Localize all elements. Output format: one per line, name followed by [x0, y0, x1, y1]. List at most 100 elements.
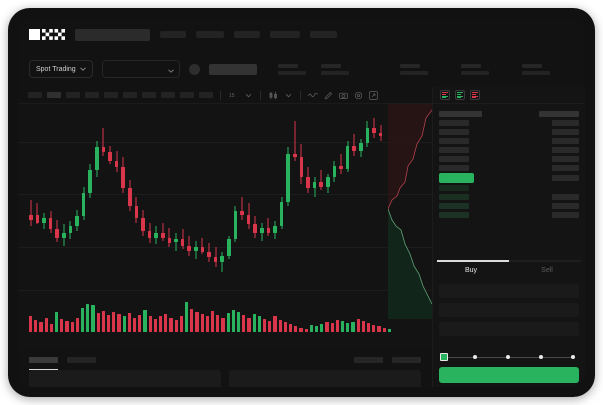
price-chart[interactable]	[18, 104, 432, 350]
candle	[299, 104, 304, 294]
volume-bar	[216, 315, 220, 332]
nav-item-3[interactable]	[234, 31, 260, 38]
stat-24h-high	[320, 63, 349, 75]
volume-bar	[367, 323, 371, 332]
chart-toolbar: 15	[18, 87, 432, 104]
order-total-field[interactable]	[439, 322, 579, 336]
candle	[365, 104, 370, 294]
orderbook-mode-asks[interactable]	[470, 90, 480, 100]
orderbook-ask-row[interactable]	[439, 127, 579, 136]
nav-item-4[interactable]	[270, 31, 300, 38]
interval-chip-1[interactable]	[28, 92, 42, 98]
candle	[286, 104, 290, 294]
volume-bar	[148, 316, 152, 332]
bottom-action-2[interactable]	[392, 357, 421, 363]
volume-bar	[273, 316, 277, 332]
nav-item-2[interactable]	[196, 31, 224, 38]
time-interval-icon[interactable]: 15	[228, 90, 238, 100]
orderbook-ask-row[interactable]	[439, 163, 579, 172]
slider-stop-75[interactable]	[539, 354, 543, 359]
volume-bar	[278, 319, 282, 332]
slider-stop-50[interactable]	[506, 354, 510, 359]
chart-type-caret-icon[interactable]	[283, 90, 293, 100]
interval-chip-8[interactable]	[161, 92, 175, 98]
candle	[352, 104, 356, 294]
orderbook-mode-both[interactable]	[440, 90, 450, 100]
indicators-icon[interactable]	[308, 90, 318, 100]
orderbook-ask-row[interactable]	[439, 145, 579, 154]
candle	[108, 104, 112, 294]
volume-bar	[351, 322, 355, 332]
volume-bar	[268, 320, 272, 332]
interval-chip-7[interactable]	[142, 92, 156, 98]
trading-mode-select[interactable]: Spot Trading	[29, 60, 93, 78]
order-entry-fields	[433, 279, 585, 341]
volume-bar	[153, 318, 157, 332]
chart-type-icon[interactable]	[268, 90, 278, 100]
volume-bar	[179, 316, 183, 332]
slider-handle[interactable]	[440, 353, 448, 361]
okx-logo-icon[interactable]	[29, 29, 65, 40]
volume-bar	[55, 312, 59, 332]
orderbook-bid-row[interactable]	[439, 210, 579, 219]
fullscreen-icon[interactable]	[368, 90, 378, 100]
slider-stop-100[interactable]	[571, 354, 575, 359]
candle	[293, 104, 297, 294]
volume-bar	[335, 319, 339, 332]
interval-chip-5[interactable]	[104, 92, 118, 98]
stat-24h-volume	[460, 63, 489, 75]
orderbook-ask-row[interactable]	[439, 136, 579, 145]
interval-chip-6[interactable]	[123, 92, 137, 98]
candle	[121, 104, 125, 294]
candle	[200, 104, 205, 294]
tab-open-orders[interactable]	[29, 357, 58, 370]
interval-chip-10[interactable]	[199, 92, 213, 98]
slider-stop-25[interactable]	[473, 354, 477, 359]
volume-bar	[247, 317, 251, 332]
interval-chip-3[interactable]	[66, 92, 80, 98]
place-buy-order-button[interactable]	[439, 367, 579, 383]
nav-item-5[interactable]	[310, 31, 337, 38]
volume-bar	[205, 316, 209, 332]
settings-gear-icon[interactable]	[353, 90, 363, 100]
orderbook-mode-bids[interactable]	[455, 90, 465, 100]
bottom-panel-right[interactable]	[229, 370, 421, 387]
volume-bar	[237, 312, 241, 332]
orderbook-bid-row[interactable]	[439, 201, 579, 210]
trading-pair-select[interactable]	[101, 60, 180, 78]
interval-chip-4[interactable]	[85, 92, 99, 98]
volume-bar	[39, 322, 43, 332]
orderbook-bid-row[interactable]	[439, 183, 579, 192]
candle	[134, 104, 139, 294]
order-amount-field[interactable]	[439, 303, 579, 317]
volume-bar	[372, 325, 376, 332]
time-interval-caret-icon[interactable]	[243, 90, 253, 100]
orders-tabbar	[18, 350, 432, 370]
orderbook-ask-row[interactable]	[439, 154, 579, 163]
candle	[55, 104, 59, 294]
bottom-panel-left[interactable]	[29, 370, 221, 387]
interval-chip-2[interactable]	[47, 92, 61, 98]
volume-bar	[117, 314, 121, 332]
tab-sell[interactable]: Sell	[509, 262, 585, 279]
candle	[207, 104, 211, 294]
volume-bar	[107, 315, 111, 332]
interval-chip-9[interactable]	[180, 92, 194, 98]
chevron-down-icon	[167, 60, 174, 78]
candle	[114, 104, 119, 294]
volume-bar	[309, 325, 313, 332]
tab-order-history[interactable]	[67, 357, 96, 363]
orderbook-ask-row[interactable]	[439, 118, 579, 127]
orderbook-mode-switcher	[433, 87, 585, 104]
tab-buy[interactable]: Buy	[433, 262, 509, 279]
nav-item-1[interactable]	[160, 31, 186, 38]
order-price-field[interactable]	[439, 284, 579, 298]
volume-bar	[294, 326, 298, 332]
orderbook-bid-row[interactable]	[439, 192, 579, 201]
draw-pencil-icon[interactable]	[323, 90, 333, 100]
toolbar-divider	[220, 90, 221, 100]
amount-slider[interactable]	[440, 353, 578, 361]
search-input[interactable]	[75, 28, 150, 41]
bottom-action-1[interactable]	[354, 357, 383, 363]
snapshot-camera-icon[interactable]	[338, 90, 348, 100]
